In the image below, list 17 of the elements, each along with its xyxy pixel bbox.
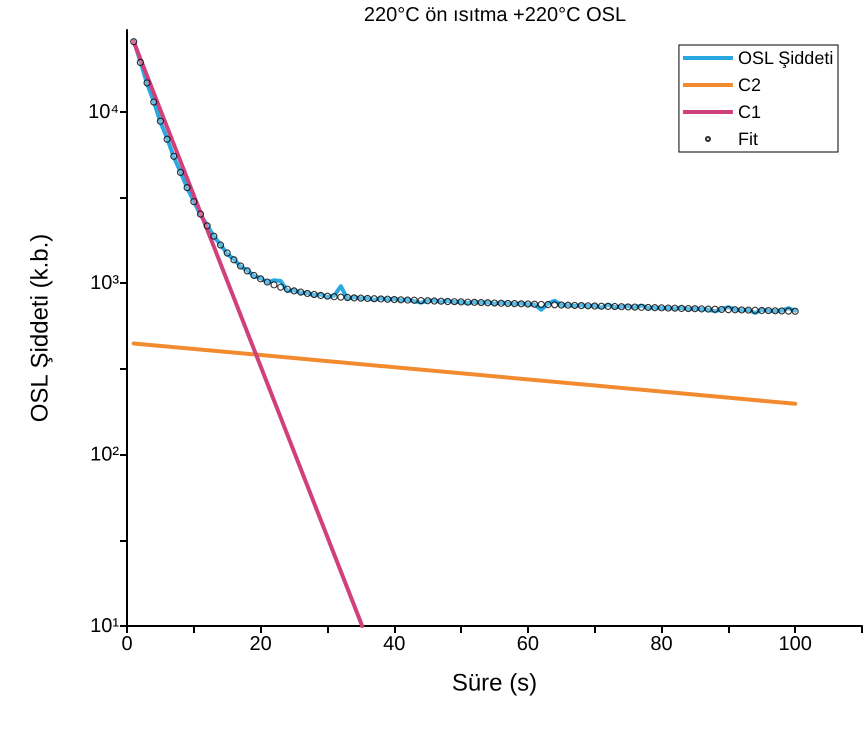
- y-tick-label: 10⁴: [88, 100, 119, 123]
- y-tick-label: 10²: [90, 444, 120, 466]
- x-tick-label: 100: [778, 633, 812, 655]
- legend-label: OSL Şiddeti: [738, 48, 834, 68]
- x-tick-label: 60: [516, 633, 540, 655]
- y-tick-label: 10³: [90, 272, 120, 294]
- x-tick-label: 40: [383, 633, 406, 655]
- legend-label: Fit: [738, 129, 758, 149]
- chart-title: 220°C ön ısıtma +220°C OSL: [364, 4, 626, 26]
- x-tick-label: 80: [650, 633, 673, 655]
- x-axis-title: Süre (s): [452, 670, 538, 696]
- legend-label: C2: [738, 75, 761, 95]
- legend-label: C1: [738, 102, 761, 122]
- x-tick-label: 0: [121, 633, 133, 655]
- x-tick-label: 20: [250, 633, 272, 655]
- y-axis-title: OSL Şiddeti (k.b.): [26, 234, 54, 422]
- y-tick-label: 10¹: [90, 615, 120, 637]
